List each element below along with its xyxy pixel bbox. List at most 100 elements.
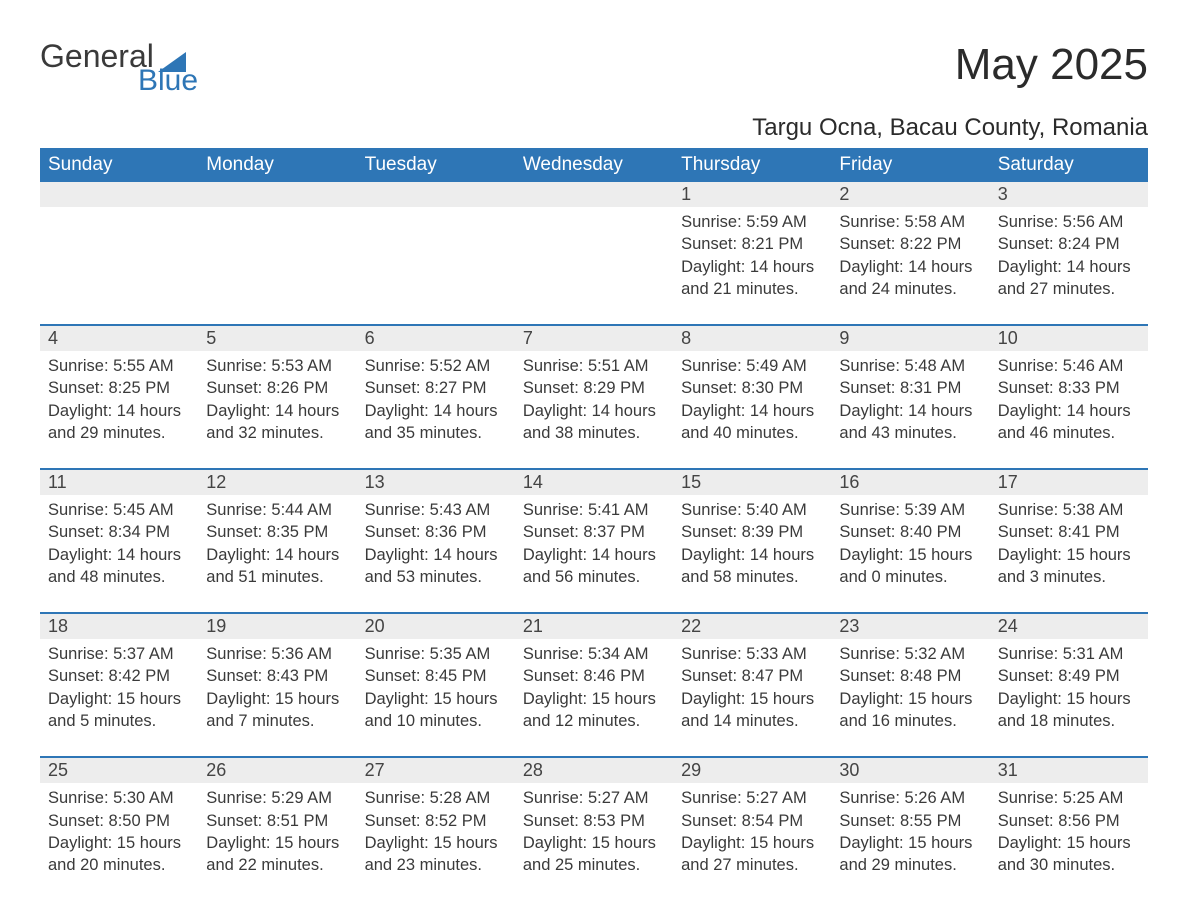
daylight-line: Daylight: 15 hours and 22 minutes. xyxy=(206,832,348,877)
day-number: 19 xyxy=(198,614,356,639)
sunset-line: Sunset: 8:53 PM xyxy=(523,810,665,832)
calendar-day-cell: 31Sunrise: 5:25 AMSunset: 8:56 PMDayligh… xyxy=(990,757,1148,900)
sunrise-line: Sunrise: 5:29 AM xyxy=(206,787,348,809)
daylight-line: Daylight: 15 hours and 0 minutes. xyxy=(839,544,981,589)
calendar-day-cell: 2Sunrise: 5:58 AMSunset: 8:22 PMDaylight… xyxy=(831,182,989,325)
calendar-day-cell: 20Sunrise: 5:35 AMSunset: 8:45 PMDayligh… xyxy=(357,613,515,757)
sunrise-line: Sunrise: 5:41 AM xyxy=(523,499,665,521)
day-details: Sunrise: 5:34 AMSunset: 8:46 PMDaylight:… xyxy=(523,643,665,732)
daylight-line: Daylight: 14 hours and 24 minutes. xyxy=(839,256,981,301)
calendar-day-cell xyxy=(198,182,356,325)
sunrise-line: Sunrise: 5:56 AM xyxy=(998,211,1140,233)
calendar-day-cell: 27 Sunrise: 5:28 AMSunset: 8:52 PMDayligh… xyxy=(357,757,515,900)
sunrise-line: Sunrise: 5:55 AM xyxy=(48,355,190,377)
daylight-line: Daylight: 14 hours and 32 minutes. xyxy=(206,400,348,445)
calendar-day-cell: 17Sunrise: 5:38 AMSunset: 8:41 PMDayligh… xyxy=(990,469,1148,613)
day-details: Sunrise: 5:49 AMSunset: 8:30 PMDaylight:… xyxy=(681,355,823,444)
calendar-day-cell: 21 Sunrise: 5:34 AMSunset: 8:46 PMDayligh… xyxy=(515,613,673,757)
calendar-day-cell: 24Sunrise: 5:31 AMSunset: 8:49 PMDayligh… xyxy=(990,613,1148,757)
day-number: 22 xyxy=(673,614,831,639)
sunset-line: Sunset: 8:41 PM xyxy=(998,521,1140,543)
daylight-line: Daylight: 15 hours and 7 minutes. xyxy=(206,688,348,733)
day-details: Sunrise: 5:25 AMSunset: 8:56 PMDaylight:… xyxy=(998,787,1140,876)
sunrise-line: Sunrise: 5:39 AM xyxy=(839,499,981,521)
day-details: Sunrise: 5:32 AMSunset: 8:48 PMDaylight:… xyxy=(839,643,981,732)
day-number: 11 xyxy=(40,470,198,495)
sunrise-line: Sunrise: 5:59 AM xyxy=(681,211,823,233)
calendar-day-cell: 14Sunrise: 5:41 AMSunset: 8:37 PMDayligh… xyxy=(515,469,673,613)
day-details: Sunrise: 5:43 AMSunset: 8:36 PMDaylight:… xyxy=(365,499,507,588)
day-number: 21 xyxy=(515,614,673,639)
calendar-day-cell: 19Sunrise: 5:36 AMSunset: 8:43 PMDayligh… xyxy=(198,613,356,757)
day-details: Sunrise: 5:59 AMSunset: 8:21 PMDaylight:… xyxy=(681,211,823,300)
calendar-day-cell: 22Sunrise: 5:33 AMSunset: 8:47 PMDayligh… xyxy=(673,613,831,757)
daylight-line: Daylight: 15 hours and 23 minutes. xyxy=(365,832,507,877)
weekday-header: Monday xyxy=(198,148,356,182)
sunrise-line: Sunrise: 5:48 AM xyxy=(839,355,981,377)
calendar-day-cell: 8Sunrise: 5:49 AMSunset: 8:30 PMDaylight… xyxy=(673,325,831,469)
day-details: Sunrise: 5:26 AMSunset: 8:55 PMDaylight:… xyxy=(839,787,981,876)
sunset-line: Sunset: 8:30 PM xyxy=(681,377,823,399)
logo-text-1: General xyxy=(40,40,154,72)
daylight-line: Daylight: 15 hours and 20 minutes. xyxy=(48,832,190,877)
sunset-line: Sunset: 8:25 PM xyxy=(48,377,190,399)
sunset-line: Sunset: 8:52 PM xyxy=(365,810,507,832)
day-number: 1 xyxy=(673,182,831,207)
sunrise-line: Sunrise: 5:27 AM xyxy=(523,787,665,809)
sunrise-line: Sunrise: 5:32 AM xyxy=(839,643,981,665)
weekday-header: Wednesday xyxy=(515,148,673,182)
daylight-line: Daylight: 14 hours and 46 minutes. xyxy=(998,400,1140,445)
sunrise-line: Sunrise: 5:46 AM xyxy=(998,355,1140,377)
calendar-day-cell: 30Sunrise: 5:26 AMSunset: 8:55 PMDayligh… xyxy=(831,757,989,900)
sunset-line: Sunset: 8:27 PM xyxy=(365,377,507,399)
sunset-line: Sunset: 8:36 PM xyxy=(365,521,507,543)
sunrise-line: Sunrise: 5:52 AM xyxy=(365,355,507,377)
sunrise-line: Sunrise: 5:44 AM xyxy=(206,499,348,521)
day-details: Sunrise: 5:46 AMSunset: 8:33 PMDaylight:… xyxy=(998,355,1140,444)
logo-text-2: Blue xyxy=(138,66,198,96)
sunrise-line: Sunrise: 5:26 AM xyxy=(839,787,981,809)
sunset-line: Sunset: 8:24 PM xyxy=(998,233,1140,255)
sunset-line: Sunset: 8:56 PM xyxy=(998,810,1140,832)
sunset-line: Sunset: 8:40 PM xyxy=(839,521,981,543)
weekday-header: Thursday xyxy=(673,148,831,182)
day-details: Sunrise: 5:58 AMSunset: 8:22 PMDaylight:… xyxy=(839,211,981,300)
day-number: 25 xyxy=(40,758,198,783)
day-number: 12 xyxy=(198,470,356,495)
day-number: 26 xyxy=(198,758,356,783)
calendar-day-cell: 1 Sunrise: 5:59 AMSunset: 8:21 PMDaylight… xyxy=(673,182,831,325)
calendar-week-row: 25Sunrise: 5:30 AMSunset: 8:50 PMDayligh… xyxy=(40,757,1148,900)
calendar-day-cell xyxy=(357,182,515,325)
day-number: 28 xyxy=(515,758,673,783)
day-details: Sunrise: 5:53 AMSunset: 8:26 PMDaylight:… xyxy=(206,355,348,444)
daylight-line: Daylight: 15 hours and 3 minutes. xyxy=(998,544,1140,589)
sunrise-line: Sunrise: 5:51 AM xyxy=(523,355,665,377)
day-details: Sunrise: 5:44 AMSunset: 8:35 PMDaylight:… xyxy=(206,499,348,588)
sunrise-line: Sunrise: 5:38 AM xyxy=(998,499,1140,521)
daylight-line: Daylight: 15 hours and 16 minutes. xyxy=(839,688,981,733)
day-details: Sunrise: 5:35 AMSunset: 8:45 PMDaylight:… xyxy=(365,643,507,732)
sunset-line: Sunset: 8:33 PM xyxy=(998,377,1140,399)
day-details: Sunrise: 5:40 AMSunset: 8:39 PMDaylight:… xyxy=(681,499,823,588)
day-number: 24 xyxy=(990,614,1148,639)
sunrise-line: Sunrise: 5:35 AM xyxy=(365,643,507,665)
daylight-line: Daylight: 14 hours and 43 minutes. xyxy=(839,400,981,445)
calendar-day-cell: 29Sunrise: 5:27 AMSunset: 8:54 PMDayligh… xyxy=(673,757,831,900)
daylight-line: Daylight: 15 hours and 27 minutes. xyxy=(681,832,823,877)
daylight-line: Daylight: 14 hours and 56 minutes. xyxy=(523,544,665,589)
sunset-line: Sunset: 8:34 PM xyxy=(48,521,190,543)
logo: General Blue xyxy=(40,40,198,96)
day-number: 27 xyxy=(357,758,515,783)
sunrise-line: Sunrise: 5:28 AM xyxy=(365,787,507,809)
day-details: Sunrise: 5:38 AMSunset: 8:41 PMDaylight:… xyxy=(998,499,1140,588)
weekday-header: Sunday xyxy=(40,148,198,182)
day-details: Sunrise: 5:29 AMSunset: 8:51 PMDaylight:… xyxy=(206,787,348,876)
sunset-line: Sunset: 8:37 PM xyxy=(523,521,665,543)
calendar-day-cell: 18Sunrise: 5:37 AMSunset: 8:42 PMDayligh… xyxy=(40,613,198,757)
sunrise-line: Sunrise: 5:37 AM xyxy=(48,643,190,665)
calendar-day-cell: 15Sunrise: 5:40 AMSunset: 8:39 PMDayligh… xyxy=(673,469,831,613)
calendar-day-cell: 28Sunrise: 5:27 AMSunset: 8:53 PMDayligh… xyxy=(515,757,673,900)
sunset-line: Sunset: 8:35 PM xyxy=(206,521,348,543)
day-number: 16 xyxy=(831,470,989,495)
sunset-line: Sunset: 8:55 PM xyxy=(839,810,981,832)
